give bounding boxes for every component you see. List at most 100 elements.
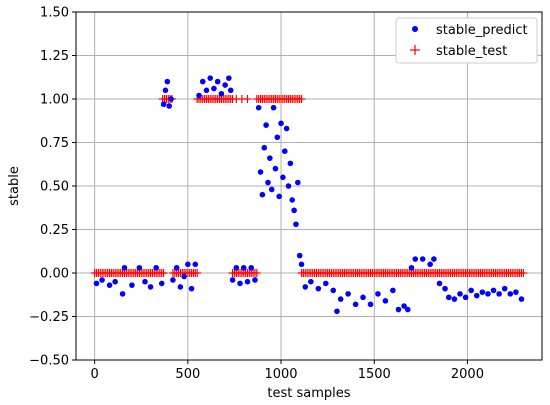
stable-predict-point: [462, 294, 469, 301]
stable-predict-point: [196, 92, 202, 99]
legend: stable_predict stable_test: [395, 17, 538, 64]
stable-predict-point: [293, 221, 299, 228]
stable-predict-point: [255, 104, 262, 111]
x-tick-label: 0: [90, 367, 98, 382]
stable-predict-point: [345, 291, 351, 297]
stable-predict-point: [142, 278, 148, 285]
stable-predict-point: [265, 179, 271, 186]
stable-predict-point: [501, 285, 508, 292]
stable-predict-point: [337, 296, 344, 302]
x-tick-label: 1500: [358, 367, 391, 382]
stable-predict-point: [119, 291, 126, 297]
stable-predict-point: [173, 264, 180, 271]
stable-predict-point: [263, 122, 269, 128]
stable-predict-point: [473, 292, 480, 299]
stable-predict-point: [158, 280, 165, 287]
stable-predict-point: [270, 104, 277, 111]
x-tick-label: 1000: [264, 367, 297, 382]
stable-predict-point: [199, 78, 206, 85]
stable-predict-point: [272, 165, 279, 172]
stable-predict-point: [252, 277, 258, 283]
stable-predict-point: [136, 264, 143, 271]
stable-test-point: [193, 269, 202, 277]
legend-box: [395, 17, 538, 64]
stable-predict-point: [457, 291, 463, 297]
stable-predict-point: [295, 179, 301, 186]
stable-predict-point: [395, 306, 402, 313]
stable-test-point: [297, 95, 306, 103]
stable-predict-point: [446, 294, 452, 301]
stable-predict-point: [207, 75, 214, 81]
stable-predict-point: [244, 278, 251, 285]
stable-predict-point: [257, 169, 264, 175]
stable-predict-point: [330, 287, 337, 294]
stable-predict-point: [412, 256, 419, 262]
stable-predict-point: [289, 197, 296, 203]
stable-predict-point: [513, 289, 519, 295]
y-tick-label: 1.00: [40, 93, 69, 108]
legend-marker-stable-predict: [412, 26, 418, 32]
stable-predict-point: [192, 261, 199, 268]
stable-predict-point: [188, 285, 195, 292]
y-tick-label: −0.50: [29, 354, 69, 369]
stable-predict-point: [129, 282, 135, 288]
stable-predict-point: [229, 277, 236, 283]
stable-test-point: [159, 269, 168, 277]
stable-predict-point: [280, 174, 286, 181]
stable-predict-point: [451, 296, 458, 302]
stable-predict-point: [390, 287, 396, 294]
stable-test-series: [90, 95, 528, 277]
stable-predict-point: [334, 308, 340, 315]
stable-predict-point: [278, 120, 284, 127]
legend-label-stable-test: stable_test: [436, 44, 507, 59]
y-tick-label: 0.75: [40, 136, 69, 151]
stable-predict-point: [160, 101, 167, 108]
stable-predict-point: [259, 191, 266, 198]
stable-predict-point: [315, 285, 322, 292]
stable-predict-point: [442, 285, 448, 292]
stable-predict-point: [479, 289, 486, 295]
y-tick-label: −0.25: [29, 310, 69, 325]
stable-predict-point: [375, 291, 381, 297]
stable-predict-point: [419, 256, 426, 262]
stable-predict-point: [485, 291, 491, 297]
stable-predict-point: [308, 278, 314, 285]
stable-predict-point: [164, 78, 171, 85]
y-tick-label: 0.50: [40, 180, 69, 195]
stable-predict-point: [121, 264, 128, 271]
stable-predict-point: [227, 87, 234, 94]
y-axis-ticks: −0.50 −0.25 0.00 0.25 0.50 0.75 1.00 1.25 1.50: [29, 6, 76, 369]
stable-predict-point: [240, 264, 247, 271]
stable-predict-point: [168, 96, 174, 102]
stable-predict-point: [226, 75, 232, 81]
legend-label-stable-predict: stable_predict: [436, 23, 528, 38]
stable-predict-point: [268, 186, 275, 193]
stable-predict-point: [427, 261, 433, 268]
stable-predict-point: [360, 294, 366, 301]
stable-predict-point: [170, 277, 176, 283]
stable-predict-point: [352, 301, 359, 308]
stable-predict-point: [401, 303, 407, 309]
x-axis-label: test samples: [267, 386, 350, 401]
y-tick-label: 0.25: [40, 223, 69, 238]
stable-predict-point: [222, 82, 228, 88]
stable-predict-point: [298, 261, 305, 268]
stable-predict-point: [166, 103, 172, 109]
stable-predict-point: [518, 296, 525, 302]
stable-predict-point: [274, 134, 281, 141]
stable-predict-point: [261, 144, 268, 151]
x-tick-label: 500: [175, 367, 200, 382]
stable-predict-point: [267, 155, 273, 161]
stable-predict-point: [507, 291, 514, 297]
stable-predict-point: [468, 287, 474, 294]
stable-predict-point: [153, 264, 159, 271]
stable-predict-point: [99, 277, 105, 283]
stable-predict-point: [276, 193, 282, 200]
stable-predict-point: [248, 264, 255, 271]
stable-predict-point: [404, 306, 411, 313]
stable-predict-point: [322, 280, 329, 287]
stable-predict-point: [147, 284, 154, 290]
stable-predict-point: [185, 261, 191, 268]
stable-predict-point: [211, 85, 217, 92]
stable-test-point: [252, 269, 261, 277]
